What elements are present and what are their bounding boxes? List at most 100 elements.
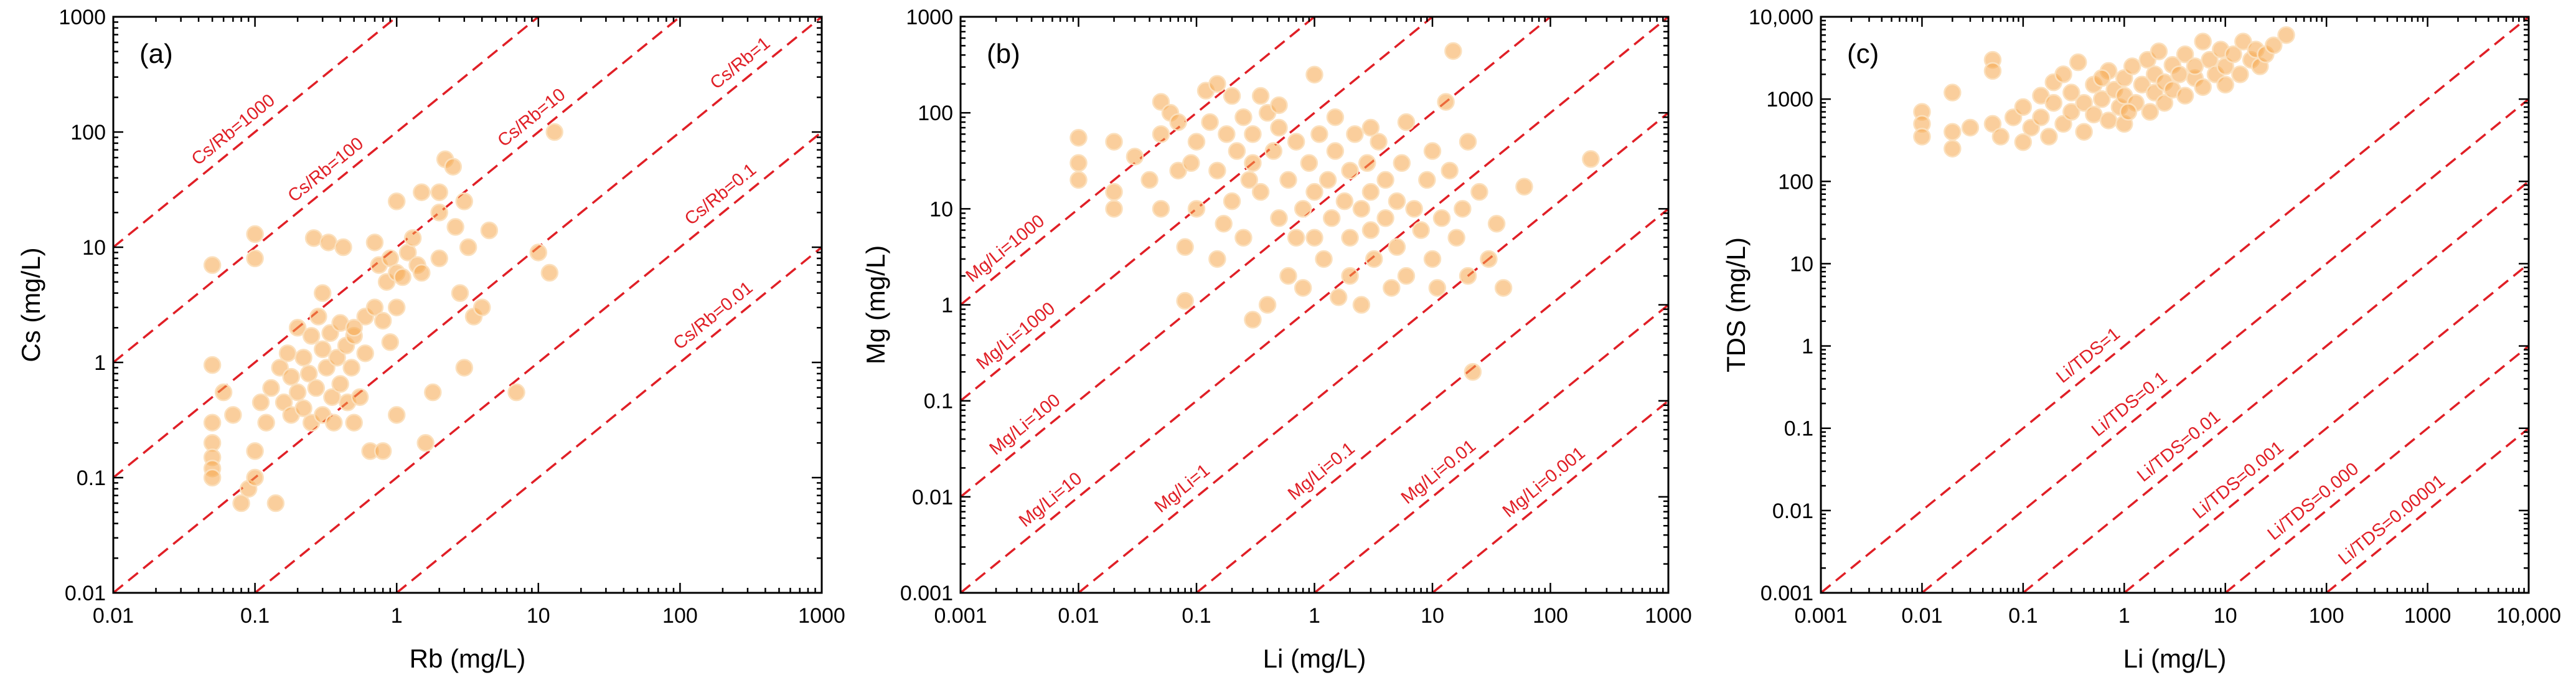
data-point: [1944, 139, 1962, 158]
x-axis-title: Li (mg/L): [1263, 644, 1366, 673]
data-point: [1358, 154, 1376, 172]
data-point: [2216, 57, 2234, 75]
data-point: [1361, 182, 1380, 201]
y-tick-label: 10: [82, 236, 106, 260]
data-point: [313, 284, 332, 302]
ratio-line: [2123, 263, 2529, 593]
data-point: [1441, 161, 1459, 180]
data-point: [1294, 279, 1312, 297]
data-point: [1152, 125, 1170, 143]
data-point: [1182, 154, 1200, 172]
ratio-line: [1821, 17, 2529, 593]
x-tick-label: 1: [2118, 604, 2130, 628]
data-point: [288, 319, 307, 337]
data-point: [1991, 128, 2010, 146]
data-point: [302, 327, 321, 345]
data-point: [257, 413, 275, 432]
data-point: [2234, 32, 2252, 51]
data-point: [2075, 123, 2093, 141]
x-tick-label: 1000: [2404, 604, 2451, 628]
data-point: [1961, 118, 1980, 137]
data-point: [2014, 98, 2033, 116]
x-tick-label: 10,000: [2496, 604, 2561, 628]
data-point: [2216, 75, 2234, 94]
x-axis-title: Rb (mg/L): [410, 644, 526, 673]
data-point: [1305, 229, 1323, 247]
data-point: [1388, 238, 1406, 256]
x-tick-label: 1: [391, 604, 403, 628]
data-point: [1279, 267, 1297, 285]
data-point: [2176, 45, 2194, 64]
y-tick-label: 1: [1802, 335, 1813, 359]
data-point: [1464, 363, 1482, 381]
data-point: [365, 234, 384, 252]
data-point: [430, 183, 448, 201]
data-point: [1432, 209, 1451, 227]
data-point: [1365, 250, 1383, 268]
ratio-lines: [961, 17, 1668, 593]
data-point: [1069, 154, 1088, 172]
data-point: [2093, 90, 2111, 108]
data-point: [2093, 69, 2111, 87]
data-point: [307, 379, 326, 397]
data-point: [1913, 128, 1931, 146]
data-point: [1270, 209, 1288, 227]
data-point: [246, 468, 264, 487]
data-point: [262, 379, 280, 397]
x-tick-label: 10: [527, 604, 550, 628]
data-point: [1361, 221, 1380, 239]
data-point: [224, 406, 242, 424]
y-axis-title: Mg (mg/L): [861, 245, 890, 364]
data-point: [1393, 154, 1411, 172]
data-point: [2119, 103, 2138, 121]
data-point: [430, 249, 448, 268]
y-tick-label: 0.01: [65, 582, 106, 605]
data-point: [2277, 26, 2295, 44]
data-point: [2186, 57, 2204, 75]
x-tick-label: 10: [1421, 604, 1444, 628]
data-point: [1294, 200, 1312, 218]
data-point: [1240, 171, 1258, 189]
data-point: [324, 413, 343, 432]
data-point: [1423, 250, 1442, 268]
chart-panel-3: Li/TDS=0.00001Li/TDS=0.000Li/TDS=0.001Li…: [1721, 6, 2561, 673]
data-point: [1187, 133, 1206, 151]
data-point: [2054, 115, 2072, 133]
axis-ticks: [1820, 16, 2530, 594]
ratio-line: [113, 17, 822, 593]
data-point: [1176, 291, 1194, 310]
chart-panel-1: Cs/Rb=1000Cs/Rb=100Cs/Rb=10Cs/Rb=1Cs/Rb=…: [16, 6, 845, 673]
data-point: [1444, 42, 1462, 60]
data-point: [2150, 42, 2168, 60]
data-point: [313, 340, 332, 359]
data-point: [1412, 221, 1430, 239]
data-point: [334, 238, 352, 257]
ratio-line: [961, 17, 1551, 498]
data-point: [1944, 123, 1962, 141]
ratio-line-label: Cs/Rb=0.1: [681, 159, 760, 229]
data-point: [1459, 133, 1477, 151]
data-point: [1494, 279, 1513, 297]
data-point: [1418, 171, 1436, 189]
data-points: [1913, 26, 2295, 158]
data-point: [2194, 32, 2212, 51]
y-tick-label: 100: [1778, 170, 1813, 194]
data-point: [444, 158, 463, 176]
data-point: [1176, 238, 1194, 256]
data-point: [2014, 133, 2033, 151]
data-point: [266, 494, 285, 513]
y-tick-label: 0.01: [1772, 499, 1813, 523]
data-point: [1234, 229, 1253, 247]
data-point: [345, 319, 363, 337]
ratio-line-label: Cs/Rb=10: [494, 85, 570, 151]
data-point: [278, 344, 297, 362]
data-point: [365, 298, 384, 316]
data-point: [1329, 288, 1348, 306]
data-point: [545, 123, 563, 141]
data-point: [1341, 161, 1359, 180]
data-point: [246, 225, 264, 243]
x-tick-label: 0.1: [240, 604, 270, 628]
data-point: [1480, 250, 1498, 268]
y-tick-label: 1: [941, 294, 953, 318]
data-point: [2231, 65, 2249, 83]
